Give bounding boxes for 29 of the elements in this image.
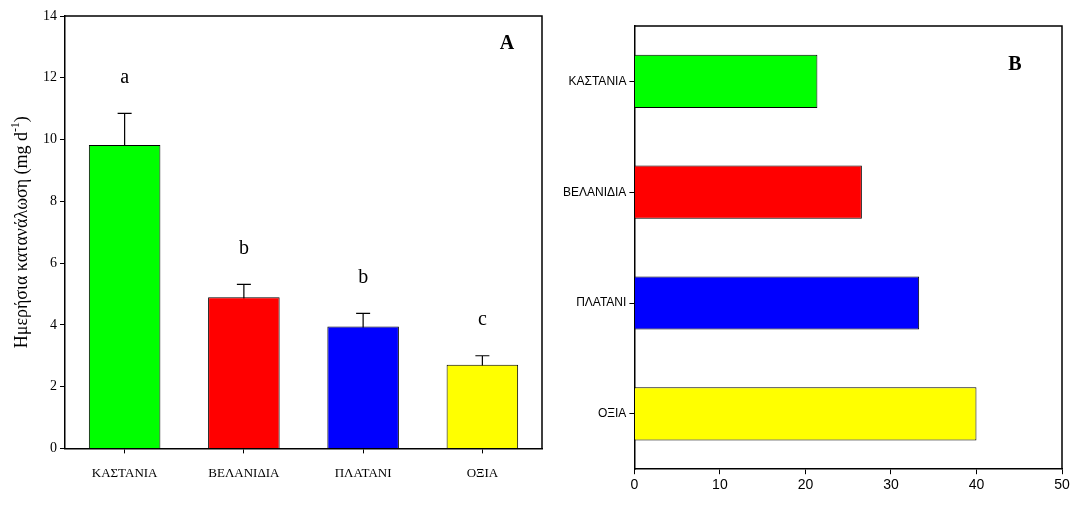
annotation: a	[120, 64, 130, 87]
y-tick-label: 6	[50, 254, 57, 270]
x-tick-label: ΚΑΣΤΑΝΙΑ	[91, 464, 159, 480]
y-tick-label: 0	[50, 440, 57, 456]
x-tick-label: 10	[712, 476, 728, 493]
y-tick-label: ΚΑΣΤΑΝΙΑ	[568, 73, 627, 88]
annotation: c	[477, 306, 487, 329]
y-tick-label: 2	[50, 378, 57, 394]
y-tick-label: 14	[43, 7, 57, 23]
y-tick-label: 8	[50, 192, 57, 208]
x-tick-label: 50	[1054, 476, 1070, 493]
y-tick-label: ΠΛΑΤΑΝΙ	[576, 295, 627, 310]
y-tick-label: 4	[50, 316, 57, 332]
x-tick-label: ΟΞΙΑ	[466, 464, 499, 480]
x-tick-label: 0	[630, 476, 639, 493]
y-axis-title: Ημερήσια κατανάλωση (mg d-1)	[8, 116, 32, 349]
y-tick-label: 12	[43, 69, 57, 85]
y-tick-label: 10	[43, 131, 57, 147]
x-tick-label: 20	[797, 476, 814, 493]
text: A	[499, 31, 515, 54]
x-tick-label: 40	[968, 476, 985, 493]
y-tick-label: ΟΞΙΑ	[597, 406, 627, 421]
x-tick-label: 30	[883, 476, 899, 493]
x-tick-label: ΠΛΑΤΑΝΙ	[334, 464, 392, 480]
text: B	[1008, 52, 1022, 75]
x-tick-label: ΒΕΛΑΝΙΔΙΑ	[208, 464, 281, 480]
y-tick-label: ΒΕΛΑΝΙΔΙΑ	[562, 184, 627, 199]
annotation: b	[358, 264, 369, 287]
annotation: b	[238, 235, 249, 258]
